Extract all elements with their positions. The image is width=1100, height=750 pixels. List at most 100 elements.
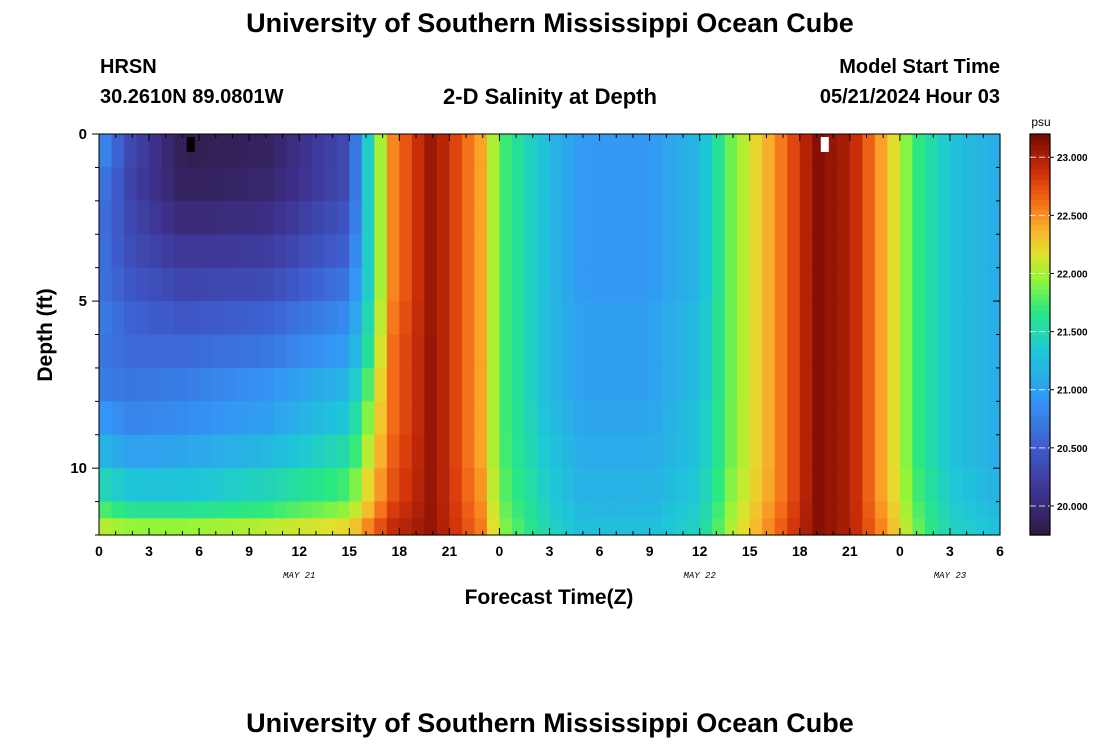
- heatmap-cell: [249, 234, 263, 269]
- heatmap-cell: [849, 468, 863, 503]
- heatmap-cell: [199, 301, 213, 336]
- heatmap-cell: [524, 301, 538, 336]
- heatmap-cell: [712, 334, 726, 369]
- heatmap-cell: [899, 518, 913, 536]
- heatmap-cell: [624, 234, 638, 269]
- x-tick-label: 0: [95, 543, 103, 559]
- heatmap-cell: [837, 301, 851, 336]
- heatmap-cell: [787, 334, 801, 369]
- heatmap-cell: [249, 401, 263, 436]
- heatmap-cell: [136, 234, 150, 269]
- heatmap-cell: [536, 267, 551, 302]
- heatmap-cell: [924, 401, 939, 436]
- heatmap-cell: [599, 301, 613, 336]
- heatmap-cell: [549, 267, 563, 302]
- colorbar-tick-label: 20.000: [1057, 502, 1088, 513]
- heatmap-cell: [624, 301, 638, 336]
- heatmap-cell: [812, 518, 826, 536]
- heatmap-cell: [324, 501, 338, 519]
- heatmap-cell: [486, 434, 501, 469]
- heatmap-cell: [837, 501, 851, 519]
- heatmap-cell: [862, 401, 876, 436]
- heatmap-cell: [474, 267, 488, 302]
- heatmap-cell: [687, 518, 701, 536]
- heatmap-cell: [612, 334, 626, 369]
- heatmap-cell: [912, 167, 926, 202]
- heatmap-cell: [224, 267, 238, 302]
- heatmap-cell: [787, 301, 801, 336]
- heatmap-cell: [424, 334, 438, 369]
- heatmap-cell: [286, 167, 300, 202]
- heatmap-cell: [712, 518, 726, 536]
- heatmap-cell: [424, 401, 438, 436]
- heatmap-cell: [511, 434, 526, 469]
- heatmap-cell: [211, 134, 225, 169]
- heatmap-cell: [299, 401, 313, 436]
- heatmap-cell: [174, 367, 188, 402]
- heatmap-cell: [662, 518, 676, 536]
- heatmap-cell: [274, 434, 288, 469]
- heatmap-cell: [311, 267, 325, 302]
- heatmap-cell: [612, 200, 626, 235]
- heatmap-cell: [249, 501, 263, 519]
- colorbar-segment: [1030, 414, 1050, 421]
- heatmap-cell: [536, 401, 551, 436]
- heatmap-cell: [161, 334, 175, 369]
- heatmap-cell: [511, 518, 526, 536]
- heatmap-cell: [424, 518, 438, 536]
- heatmap-cell: [274, 334, 288, 369]
- heatmap-cell: [424, 234, 438, 269]
- heatmap-cell: [649, 501, 663, 519]
- heatmap-cell: [436, 401, 450, 436]
- heatmap-cell: [186, 167, 200, 202]
- heatmap-cell: [849, 367, 863, 402]
- heatmap-cell: [474, 434, 488, 469]
- heatmap-cell: [812, 301, 826, 336]
- heatmap-cell: [124, 401, 138, 436]
- heatmap-cell: [124, 434, 138, 469]
- heatmap-cell: [224, 501, 238, 519]
- heatmap-cell: [949, 301, 964, 336]
- heatmap-cell: [436, 334, 450, 369]
- heatmap-cell: [299, 301, 313, 336]
- heatmap-cell: [99, 367, 113, 402]
- heatmap-cell: [737, 167, 751, 202]
- heatmap-cell: [411, 468, 425, 503]
- y-axis-label: Depth (ft): [34, 288, 57, 381]
- heatmap-cell: [486, 167, 501, 202]
- heatmap-cell: [974, 167, 989, 202]
- heatmap-cell: [762, 518, 776, 536]
- heatmap-cell: [899, 468, 913, 503]
- heatmap-cell: [411, 267, 425, 302]
- heatmap-cell: [699, 234, 713, 269]
- heatmap-cell: [99, 434, 113, 469]
- colorbar-segment: [1030, 384, 1050, 391]
- heatmap-cell: [411, 401, 425, 436]
- heatmap-cell: [587, 334, 601, 369]
- heatmap-cell: [937, 234, 951, 269]
- heatmap-cell: [787, 267, 801, 302]
- heatmap-cell: [386, 501, 400, 519]
- heatmap-cell: [762, 167, 776, 202]
- heatmap-cell: [949, 501, 964, 519]
- heatmap-cell: [612, 401, 626, 436]
- heatmap-cell: [562, 434, 576, 469]
- heatmap-cell: [849, 167, 863, 202]
- heatmap-cell: [699, 434, 713, 469]
- heatmap-cell: [887, 234, 901, 269]
- heatmap-cell: [124, 234, 138, 269]
- heatmap-cell: [787, 501, 801, 519]
- heatmap-cell: [774, 468, 788, 503]
- heatmap-cell: [436, 134, 450, 169]
- heatmap-cell: [424, 267, 438, 302]
- heatmap-cell: [762, 200, 776, 235]
- heatmap-cell: [987, 167, 1001, 202]
- heatmap-cell: [449, 401, 463, 436]
- heatmap-cell: [662, 234, 676, 269]
- heatmap-cell: [674, 518, 688, 536]
- heatmap-cell: [161, 468, 175, 503]
- heatmap-cell: [324, 518, 338, 536]
- heatmap-cell: [299, 134, 313, 169]
- heatmap-cell: [486, 401, 501, 436]
- heatmap-cell: [124, 468, 138, 503]
